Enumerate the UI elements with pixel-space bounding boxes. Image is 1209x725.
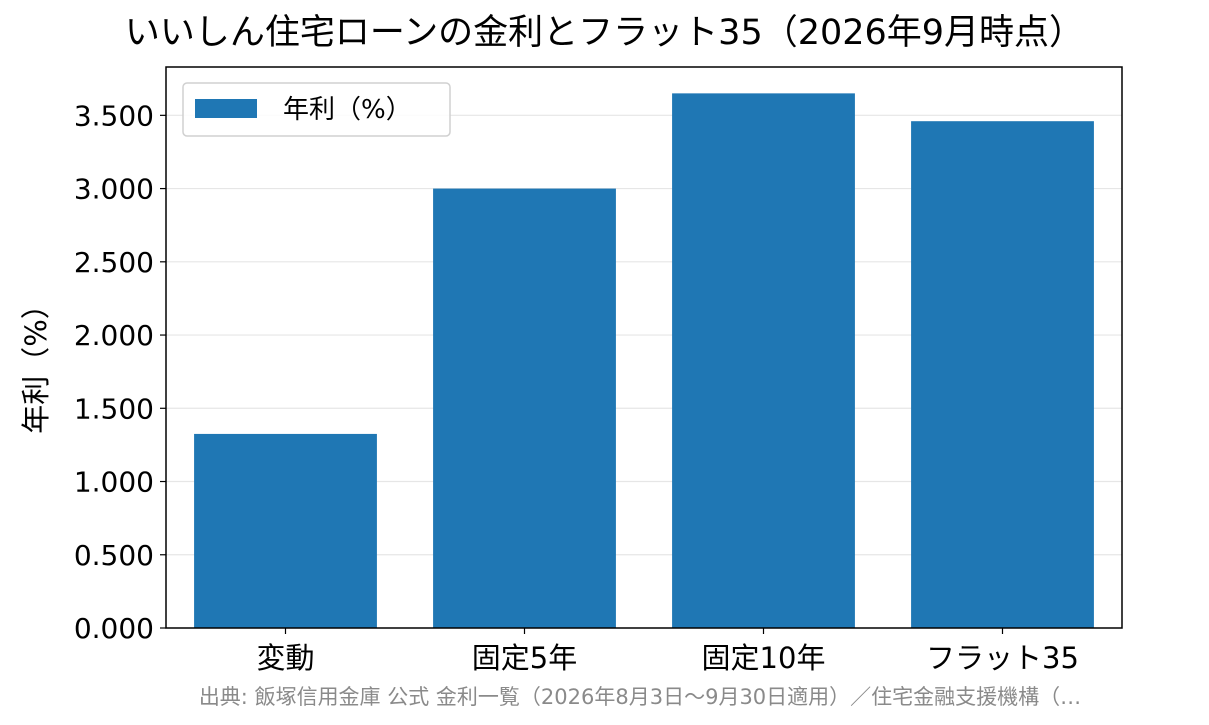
x-tick-label: フラット35	[926, 641, 1079, 675]
y-tick-label: 3.500	[74, 99, 154, 132]
legend-label: 年利（%）	[283, 95, 412, 125]
y-axis: 0.000 0.500 1.000 1.500 2.000 2.500 3.000 3.500	[74, 99, 166, 645]
bar	[672, 93, 855, 628]
x-tick-label: 変動	[256, 641, 314, 675]
y-tick-label: 3.000	[74, 173, 154, 206]
y-tick-label: 2.500	[74, 246, 154, 279]
y-tick-label: 1.500	[74, 392, 154, 425]
legend-swatch	[195, 99, 257, 118]
x-tick-label: 固定10年	[702, 641, 826, 675]
y-tick-label: 0.000	[74, 612, 154, 645]
legend: 年利（%）	[182, 82, 451, 137]
y-axis-label: 年利（%）	[19, 290, 53, 434]
bar	[911, 121, 1094, 628]
y-tick-label: 0.500	[74, 539, 154, 572]
legend-frame	[182, 82, 451, 137]
y-tick-label: 1.000	[74, 466, 154, 499]
bar	[194, 433, 377, 628]
y-tick-label: 2.000	[74, 319, 154, 352]
plot-frame	[165, 66, 1123, 629]
bar	[433, 188, 616, 629]
x-axis: 変動 固定5年 固定10年 フラット35	[256, 628, 1079, 675]
bars	[194, 93, 1094, 629]
x-tick-label: 固定5年	[472, 641, 577, 675]
source-note: 出典: 飯塚信用金庫 公式 金利一覧（2026年8月3日〜9月30日適用）／住宅…	[198, 685, 1082, 709]
chart-title: いいしん住宅ローンの金利とフラット35（2026年9月時点）	[124, 13, 1085, 53]
